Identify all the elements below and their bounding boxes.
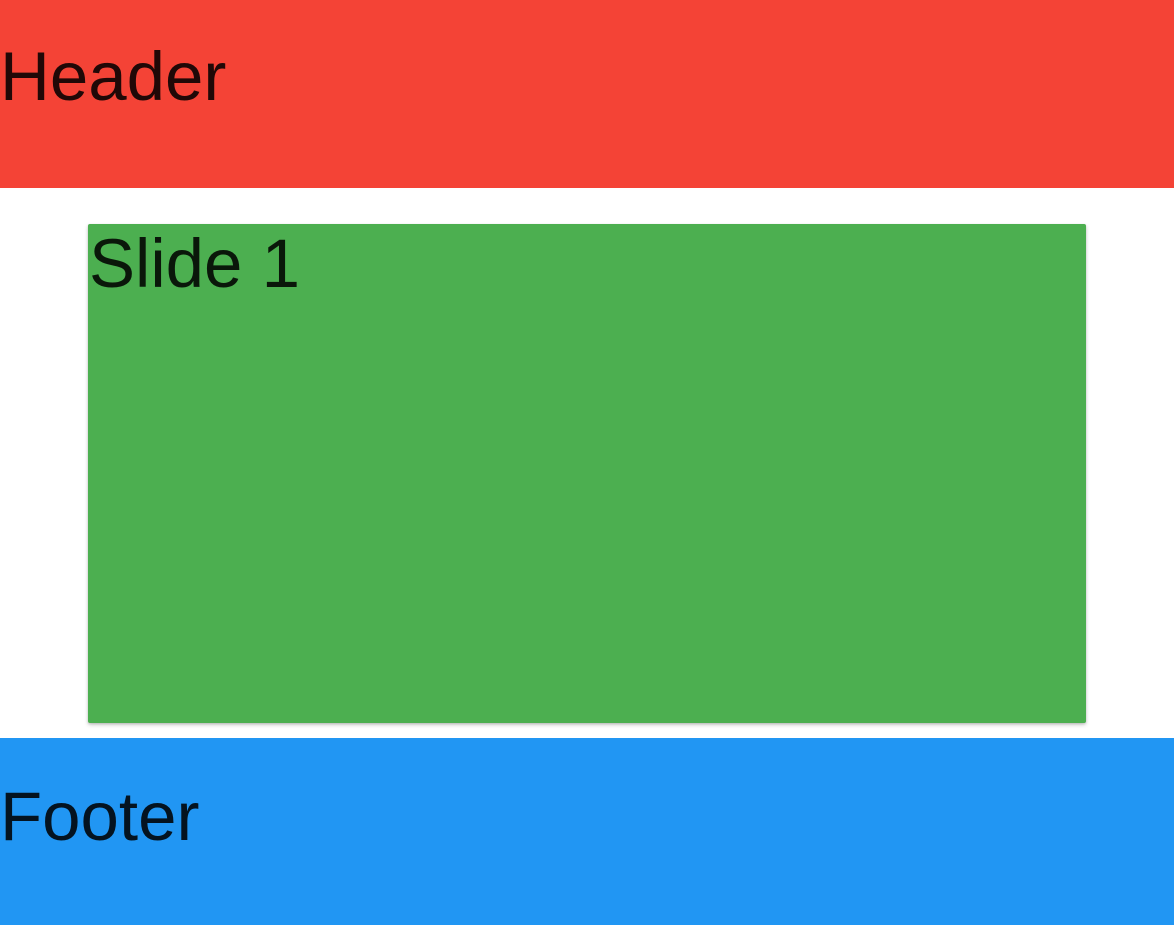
slide-label: Slide 1	[89, 225, 300, 302]
header-title: Header	[0, 38, 227, 115]
footer-title: Footer	[0, 778, 200, 855]
header: Header	[0, 0, 1174, 188]
footer: Footer	[0, 738, 1174, 925]
slide-card[interactable]: Slide 1	[88, 224, 1086, 723]
